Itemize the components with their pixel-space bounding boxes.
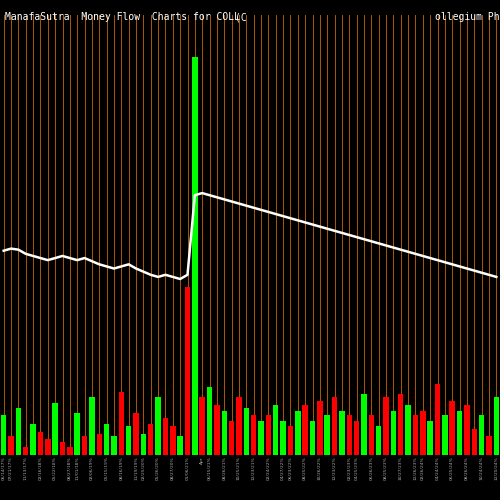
Bar [361, 394, 366, 455]
Text: ollegium Phar: ollegium Phar [435, 12, 500, 22]
Bar [472, 429, 477, 455]
Bar [60, 442, 66, 455]
Bar [384, 398, 389, 455]
Bar [368, 415, 374, 455]
Bar [420, 411, 426, 455]
Bar [244, 408, 249, 455]
Bar [428, 422, 433, 455]
Bar [494, 398, 499, 455]
Bar [104, 424, 110, 455]
Bar [332, 398, 338, 455]
Bar [457, 411, 462, 455]
Bar [178, 436, 183, 455]
Bar [266, 415, 271, 455]
Bar [412, 415, 418, 455]
Bar [390, 411, 396, 455]
Bar [442, 415, 448, 455]
Bar [30, 424, 36, 455]
Bar [288, 426, 293, 455]
Bar [67, 446, 72, 455]
Bar [464, 404, 469, 455]
Bar [479, 415, 484, 455]
Bar [111, 436, 116, 455]
Bar [317, 400, 322, 455]
Bar [38, 432, 43, 455]
Bar [258, 422, 264, 455]
Bar [89, 398, 94, 455]
Bar [23, 446, 28, 455]
Bar [354, 422, 360, 455]
Bar [52, 402, 58, 455]
Text: (C: (C [235, 12, 247, 22]
Bar [324, 415, 330, 455]
Bar [16, 408, 21, 455]
Bar [118, 392, 124, 455]
Bar [310, 422, 316, 455]
Bar [486, 436, 492, 455]
Bar [1, 415, 6, 455]
Bar [156, 398, 161, 455]
Bar [184, 288, 190, 455]
Bar [162, 418, 168, 455]
Bar [346, 415, 352, 455]
Bar [45, 440, 51, 455]
Bar [251, 415, 256, 455]
Bar [134, 413, 139, 455]
Bar [295, 411, 300, 455]
Bar [96, 434, 102, 455]
Bar [273, 404, 278, 455]
Bar [222, 411, 227, 455]
Bar [8, 436, 14, 455]
Text: ManafaSutra  Money Flow  Charts for COLL: ManafaSutra Money Flow Charts for COLL [5, 12, 240, 22]
Bar [376, 426, 382, 455]
Bar [200, 398, 205, 455]
Bar [148, 424, 154, 455]
Bar [140, 434, 146, 455]
Bar [280, 422, 286, 455]
Bar [450, 400, 455, 455]
Bar [302, 404, 308, 455]
Bar [236, 398, 242, 455]
Bar [434, 384, 440, 455]
Bar [229, 422, 234, 455]
Bar [170, 426, 175, 455]
Bar [214, 404, 220, 455]
Bar [74, 413, 80, 455]
Bar [192, 57, 198, 455]
Bar [82, 436, 87, 455]
Bar [126, 426, 132, 455]
Bar [398, 394, 404, 455]
Bar [339, 411, 344, 455]
Bar [406, 404, 411, 455]
Bar [207, 387, 212, 455]
